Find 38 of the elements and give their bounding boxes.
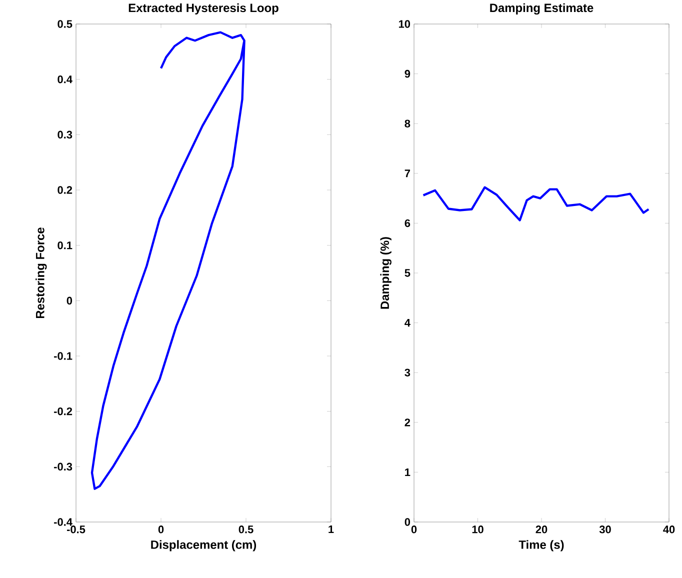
y-tick-label: 9 [404, 70, 410, 78]
x-tick-label: 20 [536, 526, 548, 534]
chart-title: Damping Estimate [490, 3, 594, 15]
y-tick-label: 10 [398, 20, 410, 28]
y-tick-label: 0.5 [58, 20, 72, 28]
y-axis-title: Damping (%) [380, 237, 392, 309]
x-tick-label: 0.5 [238, 526, 254, 534]
y-axis-title: Restoring Force [36, 228, 47, 318]
x-axis-title: Time (s) [518, 540, 564, 552]
y-tick-label: -0.2 [54, 407, 72, 416]
x-tick-label: 0 [158, 526, 164, 534]
x-tick-label: 40 [663, 526, 675, 534]
y-tick-label: 0.3 [58, 130, 72, 139]
y-tick-label: -0.1 [54, 352, 72, 360]
x-tick-label: 1 [328, 526, 334, 534]
y-tick-label: 8 [404, 120, 410, 128]
y-tick-label: 1 [405, 468, 410, 476]
y-tick-label: -0.4 [54, 518, 72, 526]
line-series [90, 31, 246, 490]
y-tick-label: 7 [404, 170, 410, 178]
x-tick-label: 0 [411, 526, 417, 534]
y-tick-label: 5 [404, 269, 410, 277]
y-tick-label: 0.4 [58, 75, 72, 84]
x-axis-title: Displacement (cm) [151, 540, 256, 552]
line-series [422, 186, 650, 222]
chart-title: Extracted Hysteresis Loop [128, 3, 278, 15]
y-tick-label: 2 [404, 418, 410, 426]
x-tick-label: 10 [472, 526, 484, 534]
y-tick-label: 0 [404, 518, 410, 526]
y-tick-label: 6 [404, 219, 410, 228]
x-tick-label: -0.5 [66, 526, 86, 534]
y-tick-label: -0.3 [54, 462, 72, 471]
y-tick-label: 0 [66, 296, 72, 305]
y-tick-label: 3 [404, 368, 410, 376]
y-tick-label: 4 [404, 319, 410, 327]
x-tick-label: 30 [599, 526, 611, 534]
y-tick-label: 0.1 [58, 241, 72, 250]
y-tick-label: 0.2 [58, 186, 72, 194]
